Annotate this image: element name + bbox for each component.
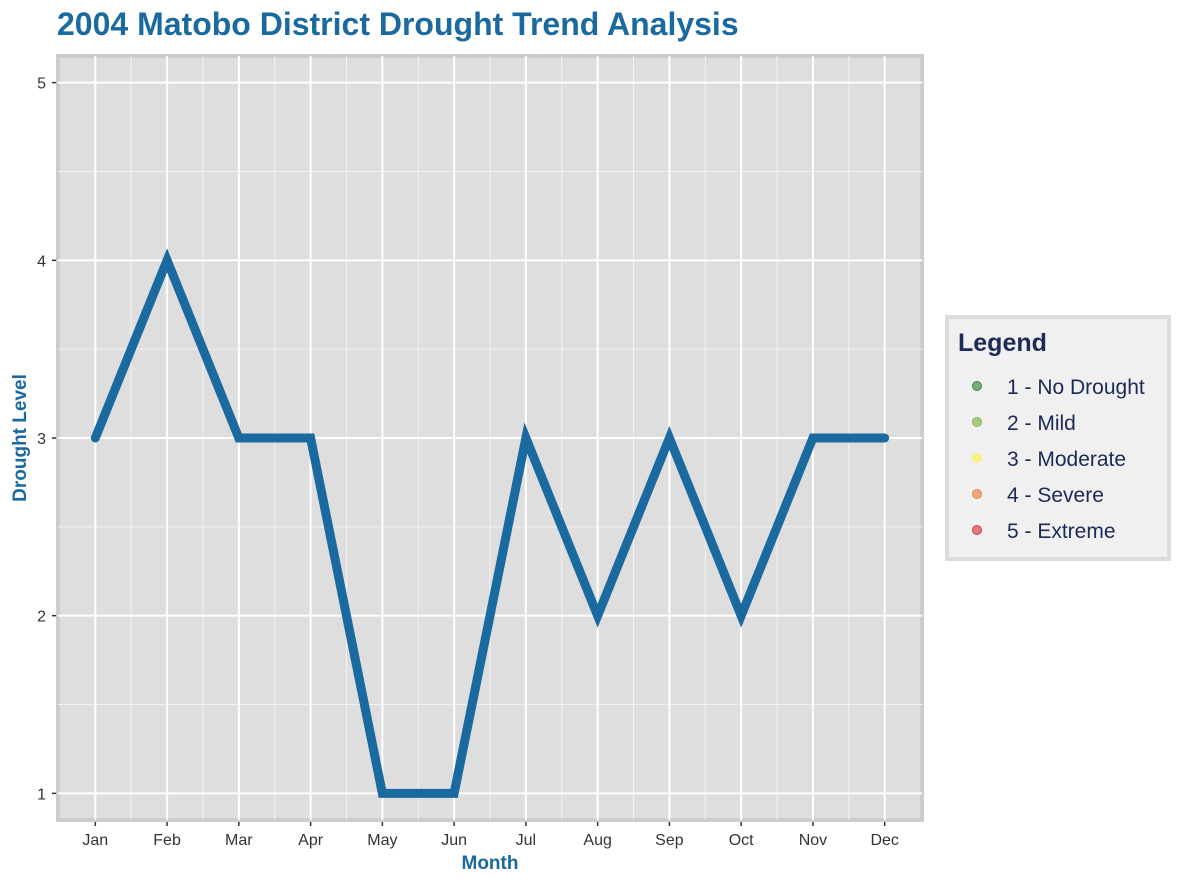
- x-tick-label: Mar: [225, 832, 253, 849]
- legend-label: 5 - Extreme: [1007, 520, 1116, 543]
- legend-items: 1 - No Drought 2 - Mild 3 - Moderate 4 - Se…: [972, 376, 1145, 543]
- major-gridlines: [58, 56, 922, 820]
- legend-swatch: [972, 453, 982, 463]
- y-tick-label: 2: [37, 609, 46, 626]
- y-axis: 1 2 3 4 5: [37, 76, 56, 803]
- y-axis-title: Drought Level: [10, 374, 31, 502]
- drought-level-line: [90, 248, 890, 798]
- legend-label: 4 - Severe: [1007, 484, 1104, 507]
- x-tick-label: Oct: [729, 832, 754, 849]
- x-tick-label: Jun: [441, 832, 467, 849]
- y-tick-label: 4: [37, 253, 46, 270]
- x-tick-label: Feb: [153, 832, 181, 849]
- legend: Legend 1 - No Drought 2 - Mild 3 - Moderat…: [945, 315, 1171, 561]
- x-tick-label: Jul: [516, 832, 536, 849]
- legend-swatch: [972, 489, 982, 499]
- legend-label: 3 - Moderate: [1007, 448, 1126, 471]
- x-tick-label: Apr: [298, 832, 324, 849]
- x-axis-title: Month: [462, 853, 519, 874]
- x-axis: Jan Feb Mar Apr May Jun Jul Aug Sep Oct Nov Dec: [82, 822, 899, 849]
- x-tick-label: Nov: [799, 832, 827, 849]
- series-layer: [90, 248, 890, 798]
- x-tick-label: Dec: [870, 832, 898, 849]
- legend-swatch: [972, 381, 982, 391]
- x-tick-label: May: [367, 832, 397, 849]
- legend-swatch: [972, 525, 982, 535]
- legend-box: [945, 315, 1171, 561]
- legend-swatch: [972, 417, 982, 427]
- x-tick-label: Aug: [583, 832, 611, 849]
- legend-label: 2 - Mild: [1007, 412, 1076, 435]
- legend-title: Legend: [958, 329, 1047, 357]
- legend-label: 1 - No Drought: [1007, 376, 1145, 399]
- y-tick-label: 3: [37, 431, 46, 448]
- x-tick-label: Sep: [655, 832, 684, 849]
- x-tick-label: Jan: [82, 832, 108, 849]
- y-tick-label: 5: [37, 76, 46, 93]
- y-tick-label: 1: [37, 786, 46, 803]
- chart-title: 2004 Matobo District Drought Trend Analy…: [57, 6, 739, 42]
- plot-panel: [56, 54, 924, 822]
